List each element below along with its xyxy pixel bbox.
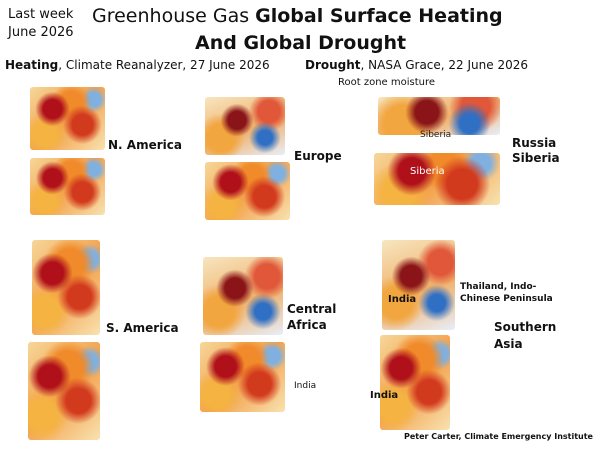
title-text: Greenhouse Gas <box>92 5 250 27</box>
map-image <box>30 87 105 150</box>
source: Heating, Climate Reanalyzer, 27 June 202… <box>5 58 270 72</box>
source-label: Heating <box>5 58 59 72</box>
title: And Global Drought <box>195 32 407 54</box>
source-label: Drought <box>305 58 361 72</box>
map-image <box>378 97 500 135</box>
region-label: Russia Siberia <box>512 136 560 165</box>
map-image <box>205 162 290 220</box>
region-label: Southern Asia <box>494 320 557 351</box>
date-line: Last week <box>8 7 74 22</box>
map-image <box>374 153 500 205</box>
map-image <box>30 158 105 215</box>
region-label: Europe <box>294 149 342 163</box>
source: Drought, NASA Grace, 22 June 2026 <box>305 58 528 72</box>
title: Greenhouse Gas Global Surface Heating <box>92 5 503 27</box>
map-label: India <box>388 294 417 305</box>
date-line: June 2026 <box>8 25 74 40</box>
map-image <box>32 240 100 335</box>
map-image <box>28 342 100 440</box>
map-image <box>382 240 455 330</box>
region-label: Central Africa <box>287 302 337 332</box>
region-label: N. America <box>108 138 182 152</box>
source-detail: , NASA Grace, 22 June 2026 <box>360 58 528 72</box>
map-label: Siberia <box>420 130 452 140</box>
credit: Peter Carter, Climate Emergency Institut… <box>404 432 593 441</box>
title-text: Global Surface Heating <box>255 5 503 27</box>
region-label: S. America <box>106 321 179 335</box>
map-label: Thailand, Indo-Chinese Peninsula <box>460 282 553 304</box>
map-label: India <box>370 390 399 401</box>
map-label: India <box>294 381 317 391</box>
map-image <box>203 257 283 335</box>
map-image <box>380 335 450 430</box>
map-label: Siberia <box>410 166 445 177</box>
map-image <box>200 342 285 412</box>
note: Root zone moisture <box>338 77 436 88</box>
map-image <box>205 97 285 155</box>
source-detail: , Climate Reanalyzer, 27 June 2026 <box>58 58 270 72</box>
